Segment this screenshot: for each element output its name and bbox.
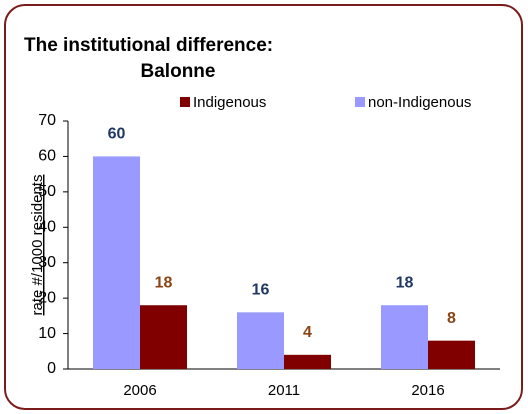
bar (284, 354, 331, 369)
y-tick-label: 20 (38, 289, 56, 306)
x-tick-label: 2011 (268, 382, 300, 399)
y-tick-label: 60 (38, 148, 56, 165)
legend-swatch (180, 97, 190, 107)
x-tick-label: 2006 (123, 382, 156, 399)
chart-subtitle: Balonne (141, 61, 216, 82)
data-label: 8 (447, 310, 456, 327)
data-label: 4 (303, 324, 312, 341)
y-tick-label: 10 (38, 325, 56, 342)
legend-label: Indigenous (193, 94, 266, 111)
y-axis-label: rate #/1000 residents (29, 175, 46, 316)
chart-title: The institutional difference: (24, 35, 273, 56)
legend-label: non-Indigenous (368, 94, 471, 111)
y-tick-label: 0 (47, 360, 56, 377)
bar (381, 305, 428, 369)
bar (140, 305, 187, 369)
data-label: 60 (108, 126, 126, 143)
data-label: 18 (155, 274, 173, 291)
data-label: 18 (396, 274, 414, 291)
y-tick-label: 40 (38, 219, 56, 236)
bar (93, 156, 140, 369)
y-tick-label: 50 (38, 183, 56, 200)
x-tick-label: 2016 (411, 382, 444, 399)
y-tick-label: 30 (38, 254, 56, 271)
bar (428, 340, 475, 369)
y-tick-label: 70 (38, 112, 56, 129)
data-label: 16 (252, 282, 270, 299)
legend-swatch (355, 97, 365, 107)
bar (237, 312, 284, 369)
